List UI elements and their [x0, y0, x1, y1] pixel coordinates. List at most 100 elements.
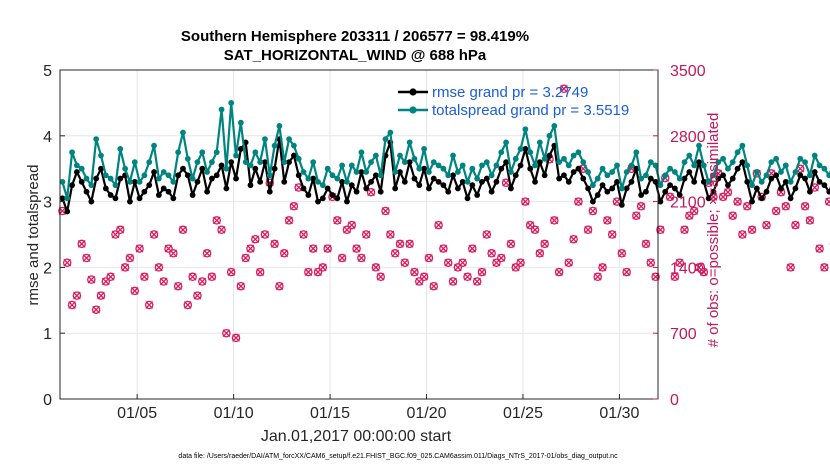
- totalspread-point: [720, 155, 727, 162]
- obs-assimilated-stroke: [695, 263, 703, 272]
- obs-assimilated-stroke: [116, 225, 125, 234]
- obs-assimilated-stroke: [290, 202, 298, 211]
- obs-assimilated-stroke: [92, 305, 101, 314]
- obs-assimilated-marker: [352, 244, 361, 253]
- obs-assimilated-marker: [212, 216, 221, 225]
- obs-possible-marker: [762, 220, 771, 230]
- obs-possible-marker: [747, 225, 757, 235]
- obs-possible-marker: [140, 272, 149, 282]
- obs-assimilated-stroke: [82, 254, 91, 262]
- obs-possible-marker: [255, 267, 265, 277]
- obs-assimilated-stroke: [608, 230, 617, 239]
- legend-totalspread-marker: [409, 106, 417, 114]
- totalspread-point: [98, 152, 104, 159]
- rmse-point: [295, 172, 302, 179]
- obs-possible-marker: [202, 249, 212, 258]
- totalspread-point: [807, 172, 813, 179]
- obs-possible-marker: [622, 267, 631, 277]
- totalspread-point: [286, 136, 292, 142]
- rmse-point: [363, 185, 370, 192]
- obs-possible-marker: [361, 230, 371, 239]
- rmse-point: [710, 188, 717, 195]
- obs-possible-marker: [525, 220, 535, 230]
- totalspread-point: [479, 162, 485, 169]
- y-right-tick-label: 3500: [670, 63, 706, 80]
- rmse-point: [821, 182, 828, 189]
- obs-assimilated-marker: [632, 211, 641, 220]
- obs-possible-marker: [497, 253, 506, 263]
- obs-assimilated-stroke: [425, 254, 433, 262]
- obs-possible-marker: [82, 253, 91, 263]
- totalspread-point: [696, 142, 702, 149]
- rmse-point: [696, 159, 702, 166]
- obs-assimilated-marker: [675, 258, 684, 267]
- obs-assimilated-marker: [280, 249, 289, 258]
- totalspread-point: [199, 149, 206, 156]
- obs-assimilated-marker: [198, 277, 207, 286]
- obs-assimilated-stroke: [323, 244, 332, 253]
- rmse-point: [411, 175, 418, 182]
- obs-assimilated-marker: [690, 207, 699, 215]
- rmse-point: [305, 192, 312, 198]
- obs-possible-marker: [439, 244, 448, 253]
- obs-assimilated-stroke: [333, 216, 342, 225]
- obs-assimilated-stroke: [458, 258, 467, 267]
- totalspread-point: [59, 178, 66, 185]
- obs-assimilated-marker: [116, 225, 125, 234]
- obs-assimilated-stroke: [468, 244, 477, 253]
- obs-assimilated-marker: [121, 263, 129, 272]
- obs-assimilated-marker: [261, 230, 269, 239]
- obs-possible-marker: [685, 211, 694, 220]
- obs-assimilated-stroke: [699, 268, 708, 276]
- rmse-point: [397, 169, 403, 175]
- rmse-point: [498, 165, 505, 172]
- obs-assimilated-marker: [304, 268, 313, 276]
- rmse-point: [339, 178, 346, 185]
- rmse-point: [753, 185, 760, 192]
- y-right-axis-ticks: 0 700 1400 2100 2800 3500: [653, 63, 706, 409]
- totalspread-point: [93, 136, 100, 142]
- obs-assimilated-stroke: [434, 221, 443, 229]
- totalspread-point: [329, 172, 336, 179]
- obs-assimilated-marker: [77, 240, 86, 248]
- obs-assimilated-marker: [169, 249, 178, 258]
- obs-assimilated-marker: [762, 221, 771, 229]
- obs-assimilated-stroke: [236, 282, 245, 291]
- x-tick-label: 01/25: [503, 405, 543, 422]
- obs-possible-marker: [656, 225, 665, 235]
- totalspread-point: [406, 139, 413, 146]
- obs-possible-marker: [101, 277, 111, 286]
- rmse-point: [652, 178, 659, 185]
- obs-assimilated-stroke: [232, 334, 240, 342]
- obs-assimilated-marker: [159, 277, 168, 286]
- obs-assimilated-stroke: [338, 254, 346, 262]
- obs-assimilated-marker: [203, 249, 211, 258]
- obs-assimilated-stroke: [386, 230, 395, 239]
- obs-possible-marker: [699, 267, 709, 277]
- y-tick-label: 0: [43, 392, 52, 409]
- obs-assimilated-marker: [584, 225, 592, 234]
- rmse-point: [826, 188, 830, 195]
- totalspread-point: [575, 149, 582, 156]
- rmse-point: [454, 185, 461, 192]
- obs-possible-marker: [284, 216, 294, 225]
- obs-assimilated-stroke: [622, 268, 631, 276]
- obs-possible-marker: [540, 239, 549, 249]
- obs-assimilated-marker: [748, 225, 756, 234]
- totalspread-point: [353, 169, 360, 175]
- rmse-point: [445, 188, 452, 195]
- obs-assimilated-marker: [589, 207, 597, 215]
- rmse-point: [691, 178, 698, 185]
- obs-possible-marker: [521, 197, 530, 206]
- obs-possible-marker: [405, 239, 414, 249]
- obs-assimilated-marker: [820, 263, 829, 272]
- rmse-point: [532, 178, 538, 185]
- rmse-point: [609, 185, 616, 192]
- obs-assimilated-marker: [135, 244, 144, 253]
- x-tick-label: 01/05: [117, 405, 157, 422]
- obs-possible-marker: [511, 263, 520, 272]
- obs-assimilated-marker: [671, 272, 679, 281]
- obs-possible-marker: [400, 258, 410, 267]
- obs-possible-marker: [313, 267, 323, 277]
- totalspread-point: [73, 162, 80, 169]
